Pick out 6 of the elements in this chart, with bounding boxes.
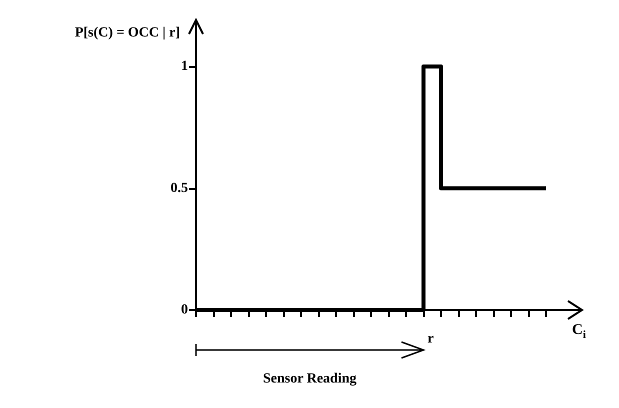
y-tick-label: 0.5 <box>170 180 188 196</box>
y-axis-title: P[s(C) = OCC | r] <box>74 26 180 40</box>
text: Sensor Reading <box>263 372 356 386</box>
y-tick-label: 0 <box>181 302 188 318</box>
y-tick-label: 1 <box>181 59 188 74</box>
text: r <box>428 332 434 346</box>
